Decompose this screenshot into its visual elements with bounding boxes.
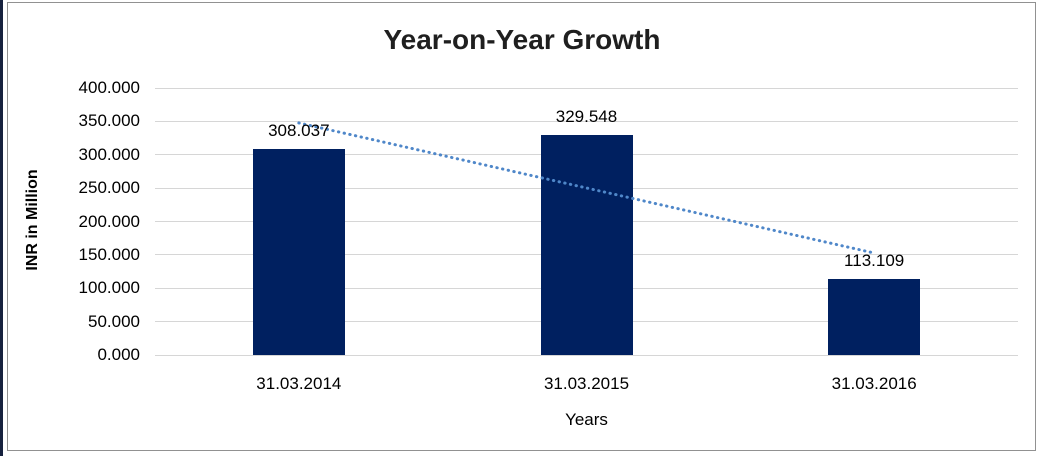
bar	[540, 135, 633, 355]
y-tick-label: 200.000	[78, 211, 140, 231]
y-tick-label: 50.000	[88, 311, 140, 331]
window-edge-strip	[0, 0, 3, 456]
value-label: 308.037	[268, 121, 330, 141]
y-tick-label: 0.000	[97, 345, 140, 364]
gridline	[155, 120, 1018, 122]
x-axis-title: Years	[565, 410, 608, 429]
x-tick-label: 31.03.2015	[543, 374, 630, 393]
gridline	[155, 87, 1018, 89]
gridline	[155, 354, 1018, 356]
y-tick-label: 250.000	[78, 178, 140, 198]
y-tick-label: 350.000	[78, 111, 140, 131]
bar	[252, 149, 345, 355]
y-tick-label: 400.000	[78, 78, 140, 97]
bar	[828, 279, 921, 355]
y-tick-label: 100.000	[78, 278, 140, 298]
y-tick-label: 150.000	[78, 244, 140, 264]
value-label: 113.109	[844, 251, 905, 271]
y-axis-title: INR in Million	[24, 169, 41, 271]
x-tick-label: 31.03.2016	[831, 374, 917, 393]
y-tick-label: 300.000	[78, 144, 140, 164]
value-label: 329.548	[555, 107, 618, 127]
x-tick-label: 31.03.2014	[256, 374, 342, 393]
chart-title: Year-on-Year Growth	[383, 24, 661, 55]
